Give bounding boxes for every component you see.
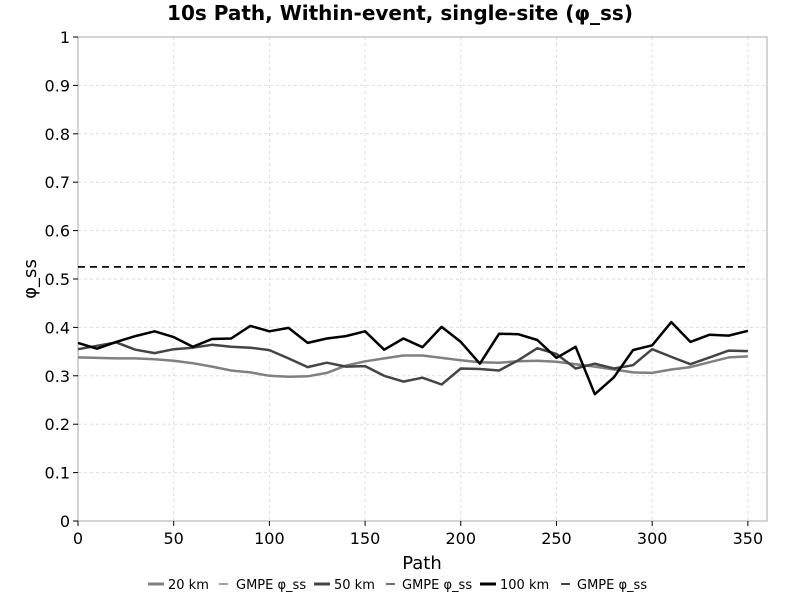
y-tick-label-4: 0.4	[45, 318, 70, 337]
x-tick-label-1: 50	[164, 529, 184, 548]
series-line-4	[77, 320, 749, 396]
x-tick-label-6: 300	[637, 529, 668, 548]
y-tick-label-8: 0.8	[45, 125, 70, 144]
y-axis: 0 0.1 0.2 0.3 0.4 0.5 0.6 0.7 0.8 0.9 1	[45, 28, 78, 531]
chart-title: 10s Path, Within-event, single-site (φ_s…	[167, 1, 633, 25]
x-tick-label-3: 150	[350, 529, 381, 548]
y-tick-label-0: 0	[60, 512, 70, 531]
x-axis: 0 50 100 150 200 250 300 350	[73, 521, 763, 548]
grid	[77, 36, 767, 522]
x-tick-label-5: 250	[541, 529, 572, 548]
y-tick-label-3: 0.3	[45, 367, 70, 386]
legend-label-5: GMPE φ_ss	[577, 578, 647, 593]
legend-label-2: 50 km	[334, 578, 375, 593]
y-tick-label-9: 0.9	[45, 76, 70, 95]
x-tick-label-7: 350	[733, 529, 764, 548]
x-tick-label-4: 200	[446, 529, 477, 548]
x-tick-label-2: 100	[254, 529, 285, 548]
y-tick-label-5: 0.5	[45, 270, 70, 289]
y-tick-label-10: 1	[60, 28, 70, 47]
legend: 20 km GMPE φ_ss 50 km GMPE φ_ss 100 km GMPE φ…	[148, 578, 647, 593]
legend-label-1: GMPE φ_ss	[236, 578, 306, 593]
y-tick-label-7: 0.7	[45, 173, 70, 192]
series-line-0	[77, 354, 748, 379]
legend-label-4: 100 km	[500, 578, 549, 593]
series-line-2	[77, 341, 748, 386]
x-axis-label: Path	[402, 553, 442, 574]
x-tick-label-0: 0	[73, 529, 83, 548]
legend-label-0: 20 km	[168, 578, 209, 593]
legend-label-3: GMPE φ_ss	[402, 578, 472, 593]
y-tick-label-6: 0.6	[45, 222, 70, 241]
y-tick-label-2: 0.2	[45, 415, 70, 434]
series-layer	[77, 266, 749, 396]
y-tick-label-1: 0.1	[45, 464, 70, 483]
y-axis-label: φ_ss	[20, 259, 41, 299]
